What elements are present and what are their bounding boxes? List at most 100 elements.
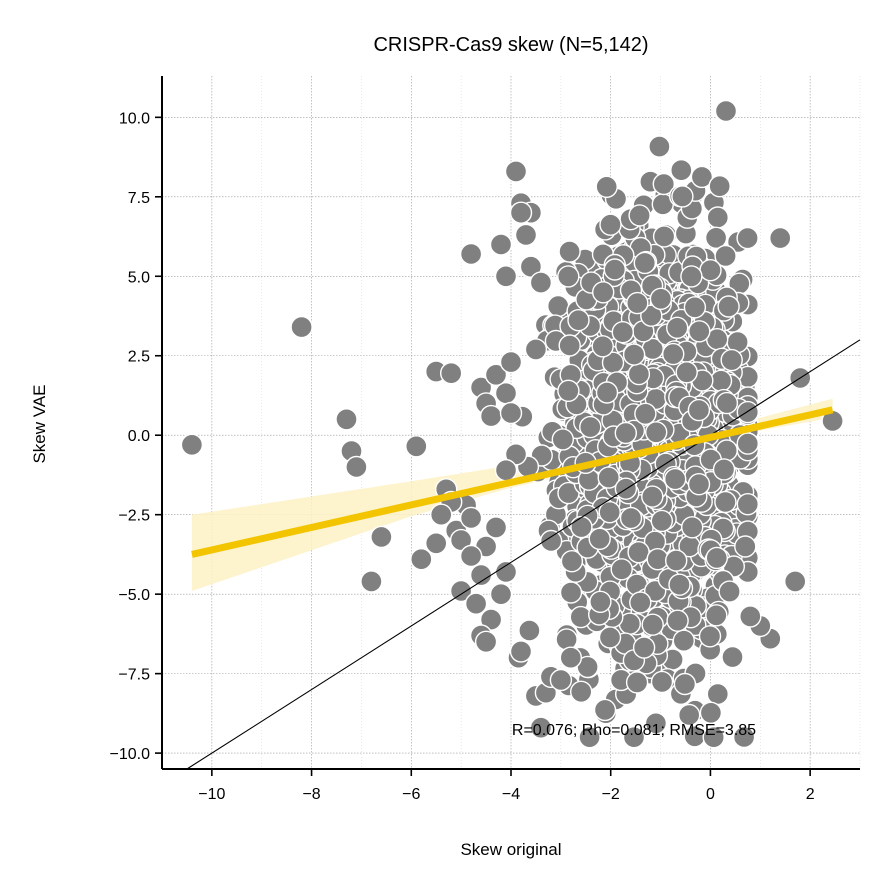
data-point [569, 605, 592, 629]
data-point [664, 467, 687, 491]
data-point [627, 362, 651, 386]
data-point [672, 629, 695, 652]
stats-annotation: R=0.076; Rho=0.081; RMSE=3.85 [512, 722, 756, 739]
data-point [459, 506, 483, 530]
y-axis-ticks: −10.0 −7.5 −5.0 −2.5 0.0 2.5 5.0 7.5 10.0 [110, 110, 162, 763]
data-point [405, 435, 428, 458]
x-axis-ticks: −10 −8 −6 −4 −2 0 2 [198, 769, 815, 803]
data-point [706, 682, 729, 706]
data-point [708, 174, 731, 198]
data-point [668, 573, 691, 596]
x-tick-label: −4 [502, 786, 520, 803]
data-point [671, 185, 694, 208]
data-point [504, 443, 528, 466]
data-point [699, 701, 723, 724]
data-point [570, 515, 593, 539]
data-point [732, 725, 756, 749]
data-point [687, 473, 711, 496]
data-point [627, 541, 650, 564]
x-tick-label: −6 [402, 786, 420, 803]
data-point [688, 320, 711, 343]
data-point [718, 580, 741, 603]
data-point [633, 251, 656, 275]
data-point [593, 698, 617, 722]
data-point [180, 433, 204, 456]
data-point [579, 415, 602, 439]
data-point [648, 135, 671, 158]
data-point [721, 645, 744, 669]
x-tick-label: −8 [302, 786, 320, 803]
data-point [650, 670, 674, 694]
data-point [449, 579, 473, 603]
data-point [650, 509, 673, 533]
regression-line-path [191, 406, 834, 558]
y-tick-label: −7.5 [118, 667, 150, 684]
data-point [489, 233, 513, 256]
data-point [603, 258, 626, 281]
data-point [714, 99, 738, 123]
data-point [499, 350, 523, 374]
data-point [714, 244, 737, 268]
data-point [717, 295, 740, 318]
data-point [706, 206, 729, 229]
data-point [641, 613, 664, 636]
data-point [714, 490, 737, 514]
x-tick-label: −10 [198, 786, 225, 803]
data-point [578, 726, 601, 749]
regression-line [191, 406, 834, 558]
data-point [494, 560, 518, 584]
data-point [784, 570, 807, 593]
data-point [720, 348, 743, 372]
data-point [360, 570, 383, 593]
data-point [474, 630, 498, 653]
data-point [449, 528, 473, 552]
data-point [632, 636, 656, 659]
data-point [345, 455, 368, 479]
data-point [675, 361, 698, 384]
data-point [290, 315, 313, 339]
data-point [479, 608, 503, 631]
data-point [736, 400, 759, 424]
data-point [598, 501, 621, 524]
data-point [599, 213, 622, 236]
x-tick-label: 2 [806, 786, 815, 803]
x-axis-label: Skew original [460, 840, 561, 859]
data-point [611, 321, 634, 344]
data-point [625, 671, 649, 694]
data-point [702, 726, 725, 749]
data-point [559, 581, 583, 604]
data-point [425, 532, 448, 555]
data-point [646, 548, 669, 571]
data-point [489, 583, 513, 606]
y-tick-label: −5.0 [118, 587, 150, 604]
data-point [494, 459, 518, 482]
data-point [518, 619, 541, 642]
data-point [698, 625, 722, 648]
data-point [665, 549, 688, 572]
data-point [509, 640, 533, 663]
data-point [687, 398, 711, 422]
data-point [557, 379, 580, 402]
identity-line [186, 339, 861, 770]
y-tick-label: 2.5 [128, 349, 150, 366]
data-point [524, 338, 548, 361]
data-point [484, 363, 508, 386]
y-axis-label: Skew VAE [30, 384, 49, 463]
scatter-points [180, 99, 844, 749]
y-tick-label: −10.0 [110, 746, 151, 763]
data-point [335, 408, 358, 431]
data-point [683, 296, 707, 319]
y-tick-label: 10.0 [119, 110, 150, 127]
data-point [622, 726, 646, 749]
data-point [494, 382, 518, 405]
data-point [464, 592, 488, 615]
data-point [626, 291, 649, 315]
data-point [589, 590, 612, 613]
data-point [652, 225, 676, 248]
x-tick-label: 0 [706, 786, 715, 803]
data-point [557, 265, 580, 288]
data-point [622, 343, 646, 366]
x-tick-label: −2 [602, 786, 620, 803]
data-point [645, 421, 668, 444]
